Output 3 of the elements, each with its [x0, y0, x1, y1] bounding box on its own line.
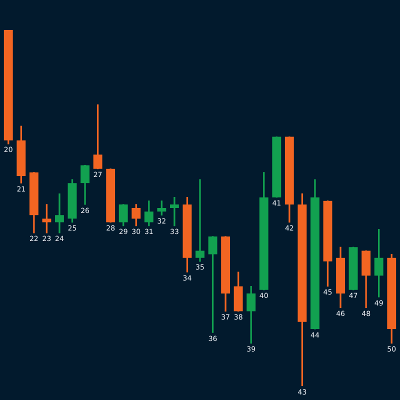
candlestick	[55, 193, 64, 234]
candlestick	[196, 179, 204, 262]
candlestick	[170, 196, 179, 226]
